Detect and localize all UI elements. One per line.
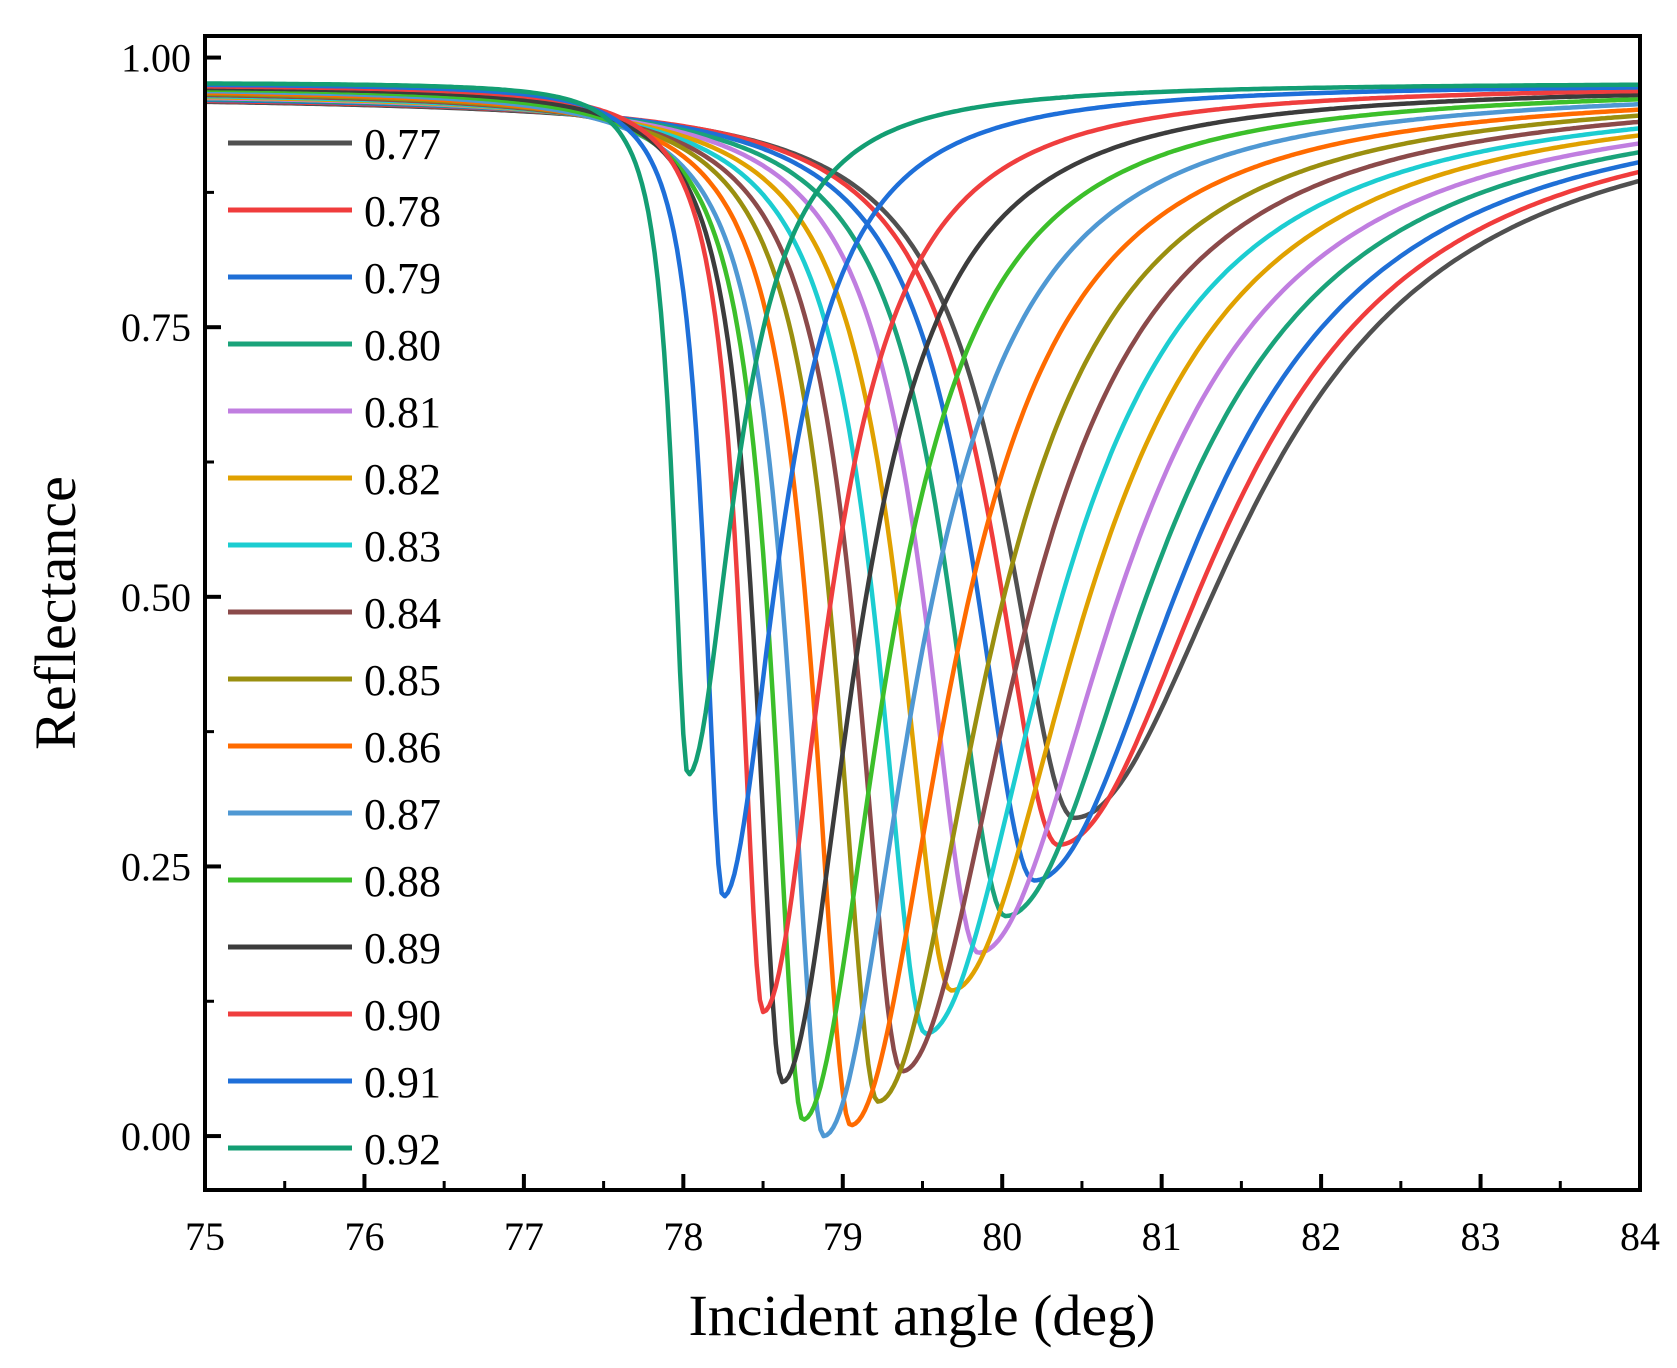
legend-label: 0.82 (364, 455, 441, 504)
series-group (205, 81, 1640, 1139)
y-tick-label: 0.25 (121, 844, 191, 889)
x-tick-label: 79 (823, 1214, 863, 1259)
x-tick-label: 77 (504, 1214, 544, 1259)
legend-label: 0.91 (364, 1058, 441, 1107)
y-axis-title: Reflectance (23, 476, 88, 750)
series-line-0.91 (205, 82, 1640, 899)
legend-label: 0.80 (364, 321, 441, 370)
legend-label: 0.86 (364, 723, 441, 772)
legend-label: 0.89 (364, 924, 441, 973)
x-tick-label: 78 (663, 1214, 703, 1259)
legend: 0.77 0.78 0.79 0.80 0.81 0.82 0.83 0.84 0.85 0.86… (228, 120, 441, 1174)
legend-label: 0.84 (364, 589, 441, 638)
legend-label: 0.92 (364, 1125, 441, 1174)
legend-label: 0.87 (364, 790, 441, 839)
series-line-0.88 (205, 87, 1640, 1122)
x-axis-title: Incident angle (deg) (688, 1283, 1155, 1348)
x-tick-label: 84 (1620, 1214, 1660, 1259)
y-tick-label: 1.00 (121, 36, 191, 81)
x-tick-label: 76 (344, 1214, 384, 1259)
x-axis: 75 76 77 78 79 80 81 82 83 84 (185, 1174, 1660, 1259)
legend-label: 0.77 (364, 120, 441, 169)
x-tick-label: 80 (982, 1214, 1022, 1259)
legend-label: 0.78 (364, 187, 441, 236)
legend-label: 0.85 (364, 656, 441, 705)
legend-label: 0.88 (364, 857, 441, 906)
x-tick-label: 82 (1301, 1214, 1341, 1259)
y-tick-label: 0.00 (121, 1114, 191, 1159)
series-line-0.92 (205, 81, 1640, 777)
x-tick-label: 81 (1142, 1214, 1182, 1259)
y-tick-label: 0.75 (121, 305, 191, 350)
y-tick-label: 0.50 (121, 575, 191, 620)
series-line-0.89 (205, 85, 1640, 1085)
y-axis: 0.00 0.25 0.50 0.75 1.00 (121, 36, 221, 1159)
x-tick-label: 75 (185, 1214, 225, 1259)
legend-label: 0.83 (364, 522, 441, 571)
legend-label: 0.90 (364, 991, 441, 1040)
legend-label: 0.81 (364, 388, 441, 437)
x-tick-label: 83 (1461, 1214, 1501, 1259)
legend-label: 0.79 (364, 254, 441, 303)
